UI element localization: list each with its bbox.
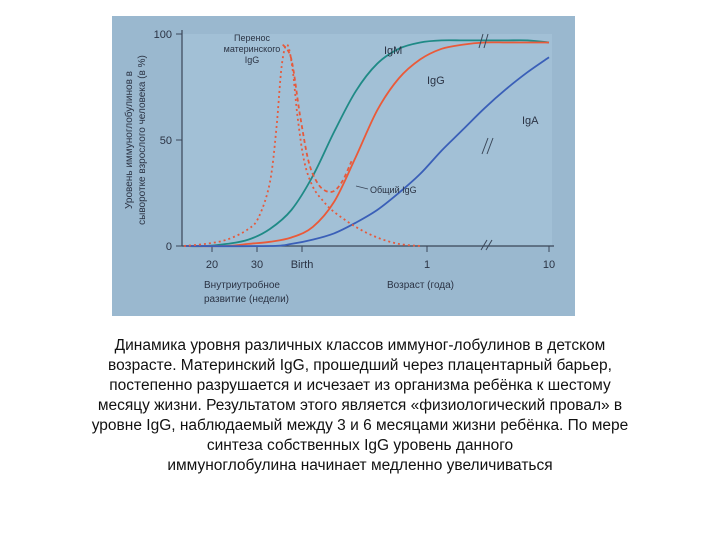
series-line-total-igg bbox=[282, 44, 353, 193]
y-tick-label-0: 0 bbox=[166, 241, 172, 253]
series-line-iga bbox=[183, 56, 550, 248]
x-tick-label-1: 1 bbox=[424, 259, 430, 271]
annotation-transfer-line3: IgG bbox=[245, 55, 260, 65]
igm-break-mark bbox=[478, 33, 489, 49]
caption-line: уровне IgG, наблюдаемый между 3 и 6 меся… bbox=[91, 417, 629, 434]
x-tick-label-10: 10 bbox=[543, 259, 555, 271]
figure-panel: 100 50 0 Уровень иммуноглобулинов в сыво… bbox=[112, 16, 575, 316]
iga-break-mark bbox=[481, 137, 494, 155]
series-line-igg bbox=[183, 41, 549, 248]
y-tick-label-50: 50 bbox=[160, 135, 172, 147]
x-axis-label-prenatal-line1: Внутриутробное bbox=[204, 279, 280, 291]
x-axis-label-prenatal-line2: развитие (недели) bbox=[204, 294, 289, 305]
caption-line: иммуноглобулина начинает медленно увелич… bbox=[167, 457, 553, 474]
series-label-igg: IgG bbox=[427, 75, 445, 87]
annotation-transfer-line1: Перенос bbox=[234, 33, 270, 43]
x-tick-label-30: 30 bbox=[251, 259, 263, 271]
maternal-transfer-annotation: Перенос материнского IgG bbox=[224, 33, 281, 65]
y-axis-label-line1: Уровень иммуноглобулинов в bbox=[123, 71, 135, 209]
caption-line: постепенно разрушается и исчезает из орг… bbox=[109, 377, 611, 394]
total-igg-pointer bbox=[355, 185, 369, 190]
immunoglobulin-chart: 100 50 0 Уровень иммуноглобулинов в сыво… bbox=[123, 29, 555, 305]
series-label-igm: IgM bbox=[384, 45, 402, 57]
annotation-total-igg: Общий IgG bbox=[370, 185, 417, 195]
caption-line: месяцу жизни. Результатом этого является… bbox=[97, 397, 623, 414]
y-axis-label-line2: сыворотке взрослого человека (в %) bbox=[137, 55, 148, 225]
y-axis-label: Уровень иммуноглобулинов в сыворотке взр… bbox=[123, 55, 148, 225]
caption-line: возрасте. Материнский IgG, прошедший чер… bbox=[108, 357, 612, 374]
annotation-transfer-line2: материнского bbox=[224, 44, 281, 54]
x-tick-label-birth: Birth bbox=[291, 259, 314, 271]
x-axis-label-postnatal: Возраст (года) bbox=[387, 280, 454, 291]
x-tick-label-20: 20 bbox=[206, 259, 218, 271]
figure-caption: Динамика уровня различных классов иммуно… bbox=[30, 336, 690, 476]
plot-area bbox=[182, 34, 552, 246]
y-tick-label-100: 100 bbox=[154, 29, 172, 41]
series-label-iga: IgA bbox=[522, 115, 539, 127]
caption-line: Динамика уровня различных классов иммуно… bbox=[114, 337, 606, 354]
caption-line: синтеза собственных IgG уровень данного bbox=[206, 437, 514, 454]
x-axis-break bbox=[480, 239, 493, 251]
